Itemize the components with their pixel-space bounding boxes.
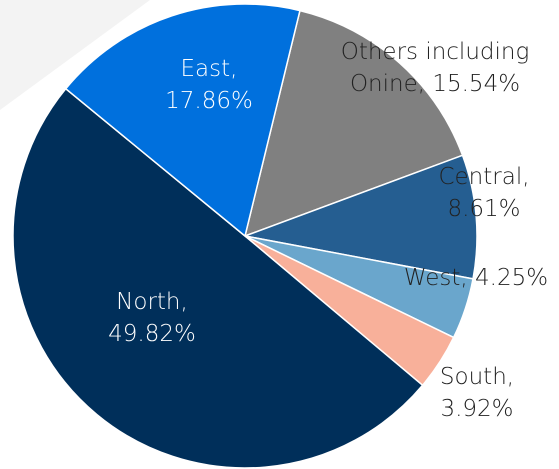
pie-slice: [12, 87, 424, 469]
pie-slice: [242, 154, 478, 280]
background-shape: [0, 0, 150, 110]
pie-slice: [243, 9, 464, 238]
data-label: West, 4.25%: [403, 265, 549, 291]
data-label: East, 17.86%: [165, 56, 253, 114]
data-label: Others including Onine, 15.54%: [340, 39, 530, 97]
pie-slice: [64, 3, 301, 238]
data-label: South, 3.92%: [439, 364, 515, 422]
data-label: North, 49.82%: [108, 289, 196, 347]
data-label: Central, 8.61%: [438, 164, 530, 222]
